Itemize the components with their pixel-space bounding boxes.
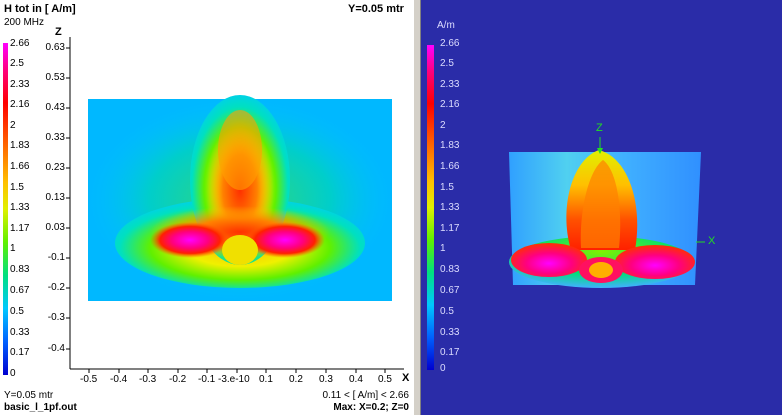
plot-title: H tot in [ A/m] xyxy=(4,3,76,15)
x-tick-label: 0.3 xyxy=(319,374,333,385)
x-axis-label-3d: X xyxy=(708,235,716,247)
cbar-tick: 2.16 xyxy=(440,99,460,110)
z-arrow-3d xyxy=(597,148,603,154)
cbar-tick: 1.83 xyxy=(10,140,30,151)
z-tick-label: 0.23 xyxy=(45,162,65,173)
z-axis-ticks xyxy=(66,47,70,350)
x-axis-label: X xyxy=(402,372,410,384)
cbar-tick: 0.83 xyxy=(10,264,30,275)
z-tick-label: -0.2 xyxy=(47,282,65,293)
colorbar-3d xyxy=(427,45,434,370)
footer-range: 0.11 < [ A/m] < 2.66 xyxy=(322,390,409,401)
cbar-tick: 2.33 xyxy=(10,79,30,90)
z-tick-label: 0.03 xyxy=(45,222,65,233)
x-tick-label: 0.2 xyxy=(289,374,303,385)
field-contour-2d xyxy=(88,95,392,301)
cbar-tick: 1.83 xyxy=(440,140,460,151)
cbar-tick: 1.5 xyxy=(440,182,454,193)
frequency-label: 200 MHz xyxy=(4,17,45,28)
footer-y-position: Y=0.05 mtr xyxy=(4,390,54,401)
x-tick-label: 0.5 xyxy=(378,374,392,385)
unit-label-3d: A/m xyxy=(437,20,455,31)
field-surface-3d xyxy=(509,150,701,288)
cbar-tick: 1.17 xyxy=(440,223,460,234)
x-tick-label: -3.e-10 xyxy=(218,374,250,385)
cbar-tick: 2.5 xyxy=(440,58,454,69)
cbar-tick: 0 xyxy=(10,368,16,379)
contour-plot-svg xyxy=(3,37,404,375)
cbar-tick: 1.17 xyxy=(10,223,30,234)
cbar-tick: 2.66 xyxy=(10,38,30,49)
pane-splitter[interactable] xyxy=(413,0,421,415)
cbar-tick: 1.5 xyxy=(10,182,24,193)
x-tick-label: 0.4 xyxy=(349,374,363,385)
z-tick-label: 0.13 xyxy=(45,192,65,203)
z-tick-label: -0.3 xyxy=(47,312,65,323)
contour-view-2d[interactable]: H tot in [ A/m] Y=0.05 mtr 200 MHz xyxy=(0,0,413,415)
z-tick-label: 0.33 xyxy=(45,132,65,143)
cbar-tick: 1.33 xyxy=(10,202,30,213)
cbar-tick: 0.83 xyxy=(440,264,460,275)
z-tick-label: 0.63 xyxy=(45,42,65,53)
footer-filename: basic_l_1pf.out xyxy=(4,402,77,413)
cbar-tick: 1 xyxy=(440,243,446,254)
x-tick-label: 0.1 xyxy=(259,374,273,385)
cbar-tick: 1.66 xyxy=(440,161,460,172)
x-tick-label: -0.5 xyxy=(80,374,98,385)
cbar-tick: 0.67 xyxy=(440,285,460,296)
footer-max: Max: X=0.2; Z=0 xyxy=(333,402,409,413)
cbar-tick: 0.33 xyxy=(10,327,30,338)
x-tick-label: -0.1 xyxy=(198,374,216,385)
z-tick-label: 0.43 xyxy=(45,102,65,113)
cbar-tick: 0.17 xyxy=(440,347,460,358)
z-tick-label: 0.53 xyxy=(45,72,65,83)
cbar-tick: 1 xyxy=(10,243,16,254)
cbar-tick: 0.33 xyxy=(440,327,460,338)
colorbar-2d xyxy=(3,43,8,375)
z-tick-label: -0.4 xyxy=(47,343,65,354)
y-position-header: Y=0.05 mtr xyxy=(348,3,404,15)
z-tick-label: -0.1 xyxy=(47,252,65,263)
cbar-tick: 2.66 xyxy=(440,38,460,49)
z-axis-label-3d: Z xyxy=(596,122,603,134)
cbar-tick: 2 xyxy=(440,120,446,131)
cbar-tick: 0.5 xyxy=(440,306,454,317)
cbar-tick: 2.33 xyxy=(440,79,460,90)
x-tick-label: -0.4 xyxy=(110,374,128,385)
surface-view-3d[interactable]: A/m xyxy=(421,0,782,415)
x-axis-ticks xyxy=(88,369,386,373)
cbar-tick: 2.5 xyxy=(10,58,24,69)
cbar-tick: 2 xyxy=(10,120,16,131)
cbar-tick: 1.66 xyxy=(10,161,30,172)
cbar-tick: 1.33 xyxy=(440,202,460,213)
x-tick-label: -0.3 xyxy=(139,374,157,385)
cbar-tick: 2.16 xyxy=(10,99,30,110)
cbar-tick: 0.17 xyxy=(10,347,30,358)
surface-plot-svg xyxy=(427,45,705,370)
x-tick-label: -0.2 xyxy=(169,374,187,385)
cbar-tick: 0.67 xyxy=(10,285,30,296)
cbar-tick: 0.5 xyxy=(10,306,24,317)
cbar-tick: 0 xyxy=(440,363,446,374)
z-axis-label: Z xyxy=(55,26,62,38)
